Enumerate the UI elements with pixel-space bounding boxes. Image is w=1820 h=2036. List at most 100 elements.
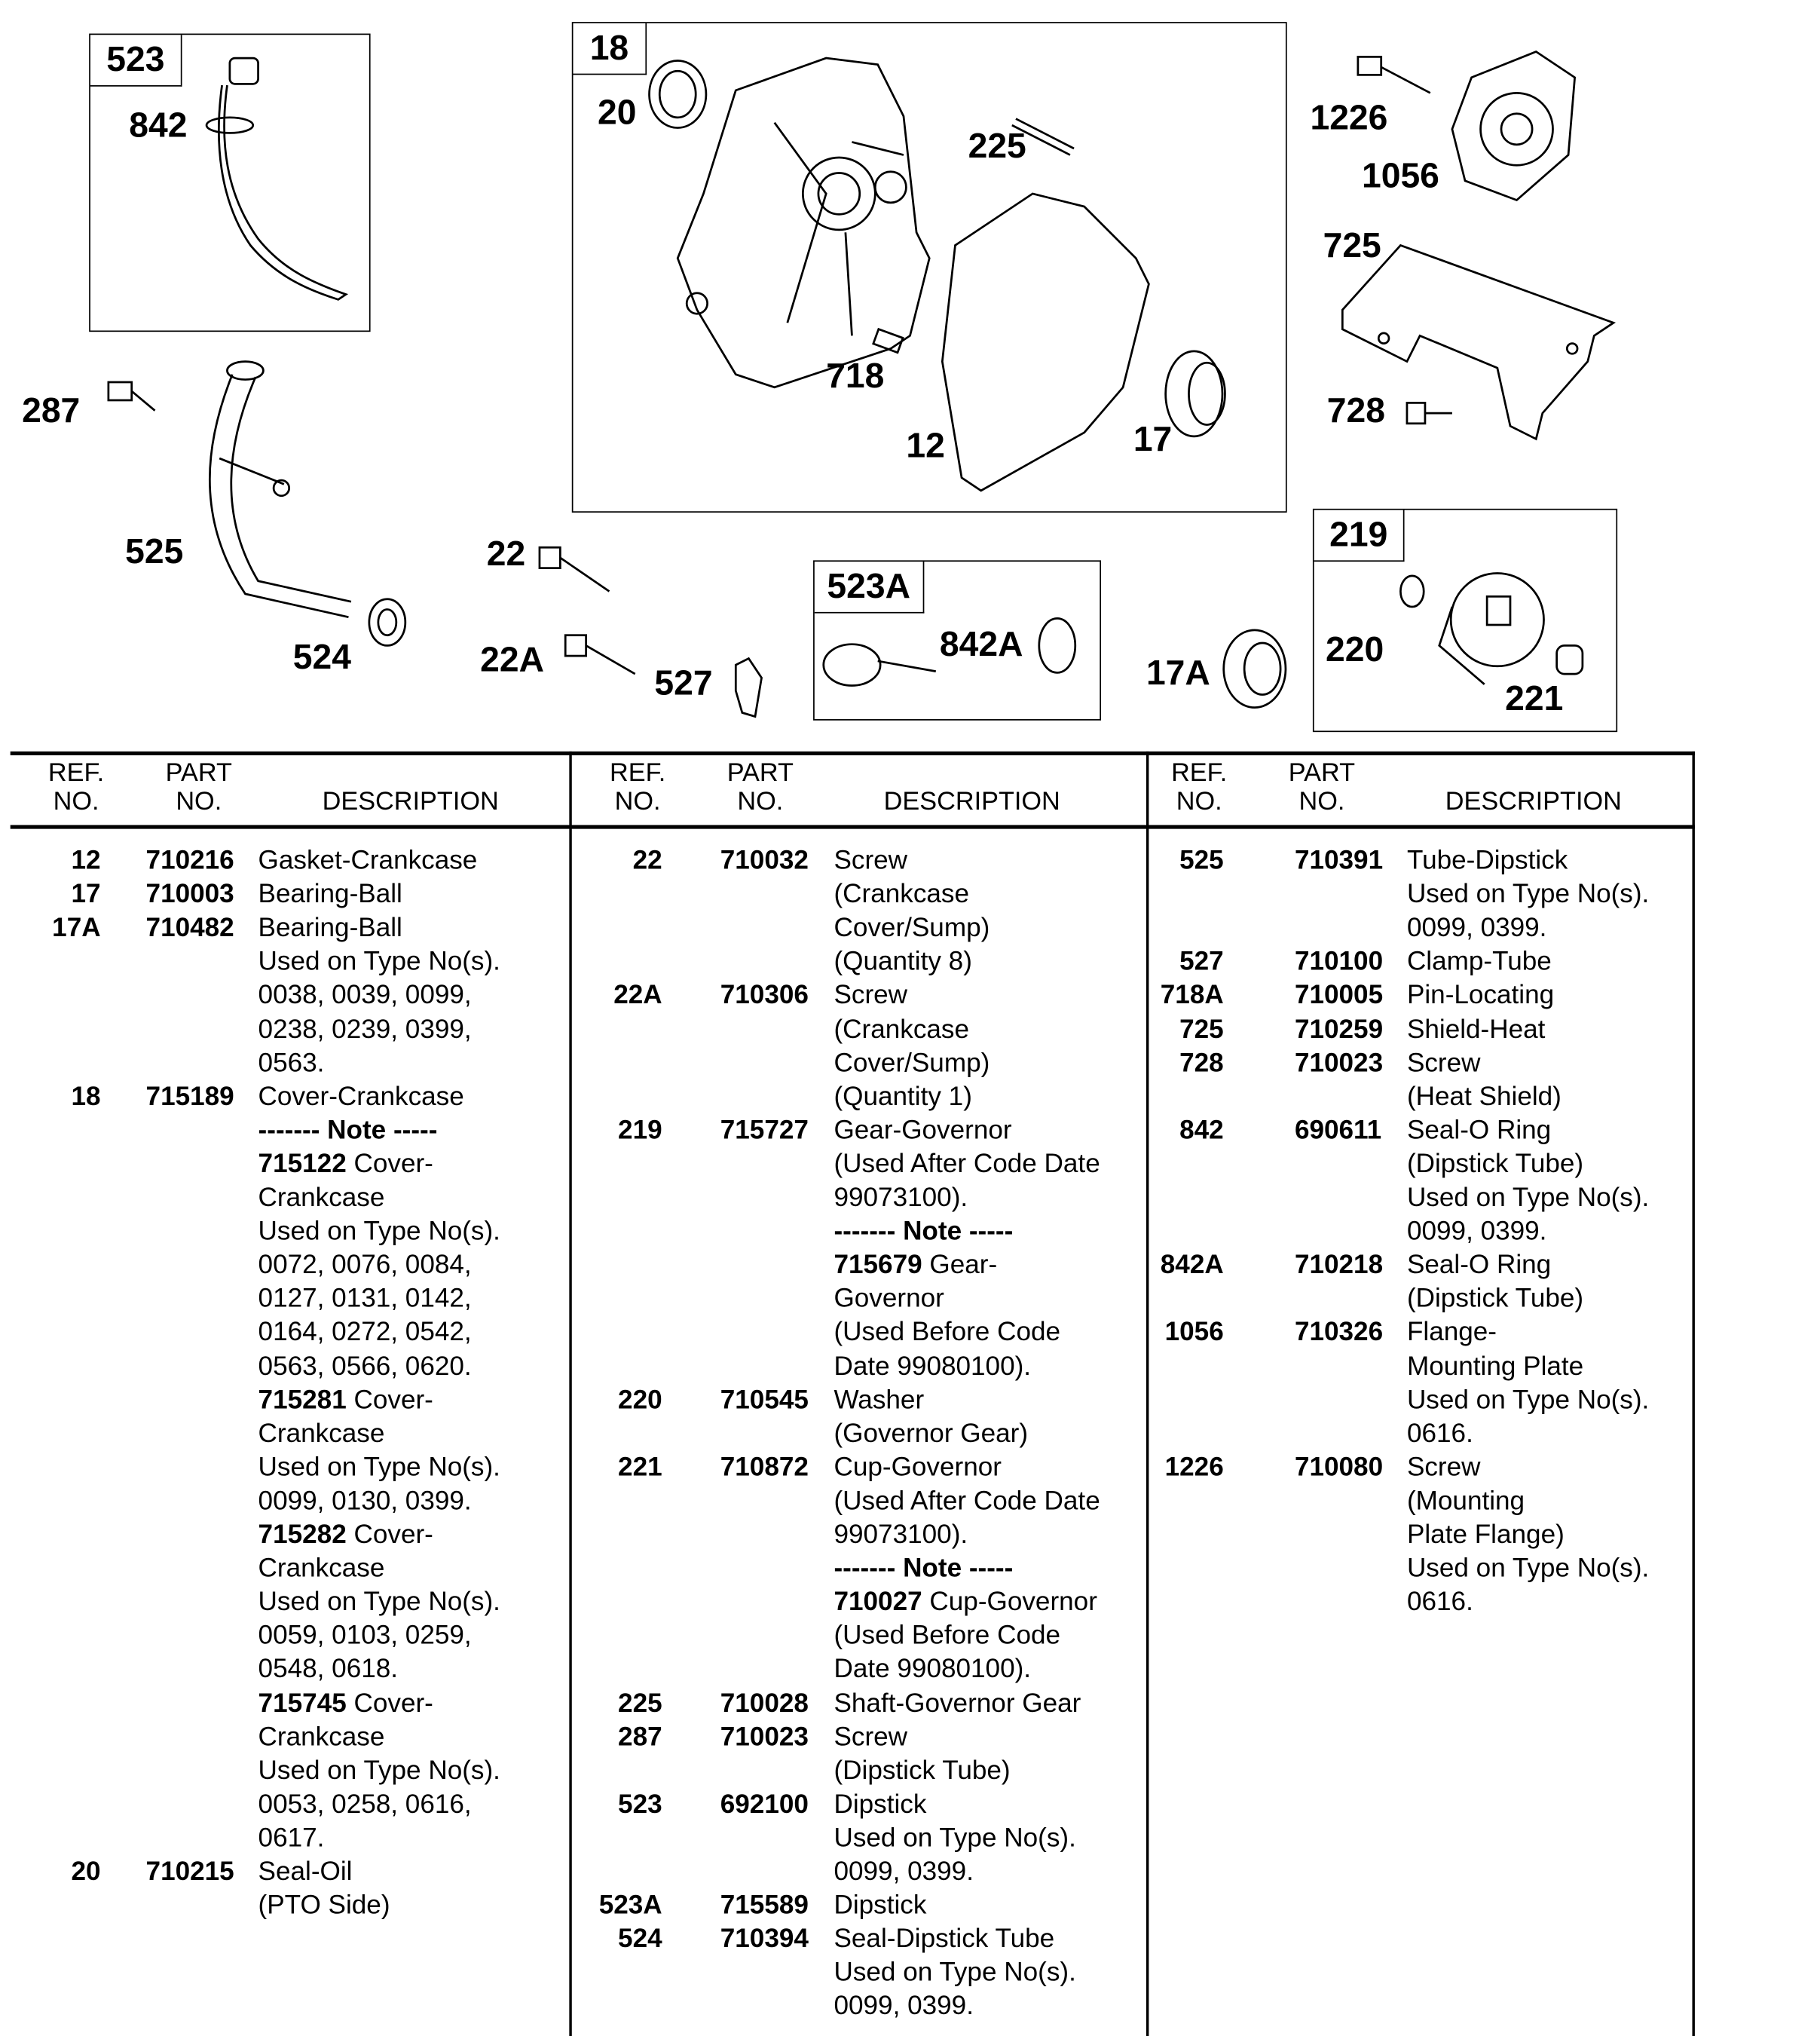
callout-17: 17 [1133, 419, 1173, 459]
table-row: 715745 Cover- [11, 1687, 566, 1721]
part-description: 0099, 0130, 0399. [258, 1485, 472, 1519]
part-number: 710394 [720, 1924, 809, 1954]
table-row: Crankcase [11, 1417, 566, 1451]
description-text: Cover-Crankcase [258, 1081, 464, 1112]
description-text: Bearing-Ball [258, 913, 402, 943]
ref-number: 225 [618, 1688, 662, 1718]
header-ref-no: NO. [53, 787, 99, 816]
table-row: 0563. [11, 1046, 566, 1080]
description-text: (Used After Code Date [834, 1149, 1100, 1179]
description-text: 0616. [1406, 1587, 1473, 1617]
part-description: Used on Type No(s). [258, 1754, 500, 1788]
part-description: 99073100). [834, 1181, 968, 1215]
description-text: 0099, 0399. [834, 1991, 974, 2022]
description-text: Dipstick [834, 1890, 927, 1921]
description-text: Used on Type No(s). [258, 946, 500, 977]
column-divider [1146, 751, 1149, 2036]
callout-525: 525 [125, 531, 184, 571]
table-row: Used on Type No(s). [11, 945, 566, 979]
header-ref-no: NO. [614, 787, 661, 816]
description-text: (Heat Shield) [1406, 1081, 1562, 1112]
description-text: Pin-Locating [1406, 980, 1555, 1011]
table-row: ------- Note ----- [572, 1215, 1127, 1249]
table-row: Used on Type No(s). [1133, 1552, 1689, 1586]
part-number: 710259 [1294, 1014, 1384, 1044]
table-row: (Crankcase [572, 1013, 1127, 1047]
part-description: Screw [834, 979, 907, 1013]
description-text: Seal-Oil [258, 1857, 353, 1887]
part-description: ------- Note ----- [834, 1215, 1013, 1249]
dipstick-523-drawing [205, 57, 349, 301]
description-text: Gasket-Crankcase [258, 845, 478, 876]
table-row: 0563, 0566, 0620. [11, 1350, 566, 1384]
description-text: Crankcase [258, 1182, 385, 1213]
header-part-no: NO. [1298, 787, 1345, 816]
column-divider [569, 751, 571, 2036]
description-text: Crankcase [258, 1553, 385, 1584]
o-ring-842A-drawing [1038, 617, 1077, 674]
description-text: 0164, 0272, 0542, [258, 1317, 472, 1348]
table-row: Date 99080100). [572, 1653, 1127, 1687]
part-number: 710216 [145, 845, 234, 876]
part-description: (PTO Side) [258, 1889, 390, 1923]
description-text: 0099, 0399. [1406, 1216, 1547, 1247]
ref-number: 525 [1179, 845, 1224, 876]
description-text: Used on Type No(s). [1406, 1385, 1650, 1415]
description-text: Seal-O Ring [1406, 1115, 1552, 1145]
part-description: Used on Type No(s). [258, 1586, 500, 1620]
description-text: 0548, 0618. [258, 1654, 399, 1685]
part-description: (Used After Code Date [834, 1485, 1100, 1519]
description-text: 0127, 0131, 0142, [258, 1284, 472, 1314]
part-description: Used on Type No(s). [834, 1822, 1075, 1856]
part-description: 710027 Cup-Governor [834, 1586, 1097, 1620]
part-description: 0099, 0399. [1407, 912, 1546, 946]
description-text: Used on Type No(s). [834, 1823, 1076, 1853]
table-row: 523A 715589 Dipstick [572, 1889, 1127, 1923]
description-text: Used on Type No(s). [258, 1755, 500, 1786]
part-description: Date 99080100). [834, 1350, 1031, 1384]
table-row: 0059, 0103, 0259, [11, 1619, 566, 1653]
header-part-no: NO. [176, 787, 222, 816]
table-row: 17 710003 Bearing-Ball [11, 878, 566, 912]
part-description: 0099, 0399. [1407, 1215, 1546, 1249]
part-number: 710218 [1294, 1250, 1384, 1280]
washer-220-drawing [1399, 574, 1425, 608]
ref-number: 524 [618, 1924, 662, 1954]
column-divider [1692, 751, 1695, 2036]
description-text: (PTO Side) [258, 1890, 390, 1921]
dipstick-523A-drawing [822, 643, 937, 687]
screw-728-drawing [1406, 402, 1452, 425]
table-row: Mounting Plate [1133, 1350, 1689, 1384]
part-description: Gasket-Crankcase [258, 844, 478, 878]
part-description: Used on Type No(s). [258, 945, 500, 979]
description-text: Screw [1406, 1452, 1481, 1482]
exploded-parts-diagram [107, 50, 1617, 718]
part-description: Cover/Sump) [834, 1046, 990, 1080]
header-ref-no: NO. [1176, 787, 1222, 816]
part-number: 710215 [145, 1857, 234, 1887]
ref-number: 17 [71, 879, 101, 909]
part-number: 715189 [145, 1081, 234, 1112]
part-description: (Used After Code Date [834, 1147, 1100, 1181]
callout-12: 12 [906, 426, 945, 465]
table-row: 842A 710218 Seal-O Ring [1133, 1249, 1689, 1283]
table-row: 527 710100 Clamp-Tube [1133, 945, 1689, 979]
callout-527: 527 [654, 663, 713, 703]
part-number: 710391 [1294, 845, 1384, 876]
bold-note: ------- Note ----- [834, 1553, 1014, 1584]
part-description: 0038, 0039, 0099, [258, 979, 472, 1013]
part-description: (Quantity 8) [834, 945, 971, 979]
part-description: 0238, 0239, 0399, [258, 1013, 472, 1047]
table-row: 0616. [1133, 1417, 1689, 1451]
table-row: (Dipstick Tube) [1133, 1147, 1689, 1181]
part-number: 710023 [1294, 1048, 1384, 1078]
description-text: Cover- [346, 1519, 433, 1550]
part-number: 710306 [720, 980, 809, 1011]
kit-box-219: 219 [1312, 508, 1618, 733]
table-row: Used on Type No(s). [572, 1822, 1127, 1856]
part-description: ------- Note ----- [834, 1552, 1013, 1586]
callout-17A: 17A [1146, 653, 1210, 693]
part-description: Screw [1407, 1451, 1481, 1485]
kit-box-523: 523 [89, 33, 371, 332]
part-description: Washer [834, 1383, 924, 1417]
